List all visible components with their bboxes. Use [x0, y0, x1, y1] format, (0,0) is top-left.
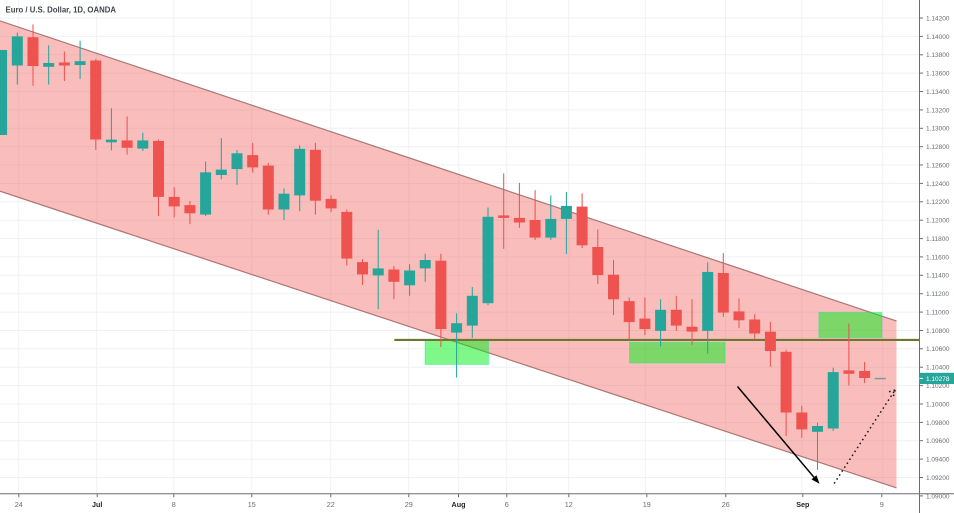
svg-text:1.12400: 1.12400	[926, 181, 950, 188]
svg-text:1.11400: 1.11400	[926, 273, 949, 280]
svg-text:1.12200: 1.12200	[926, 199, 950, 206]
svg-text:1.11800: 1.11800	[926, 236, 949, 243]
svg-text:1.12800: 1.12800	[926, 144, 950, 151]
svg-text:1.10800: 1.10800	[926, 328, 950, 335]
svg-text:Euro / U.S. Dollar, 1D, OANDA: Euro / U.S. Dollar, 1D, OANDA	[6, 6, 117, 15]
svg-text:1.11600: 1.11600	[926, 254, 949, 261]
svg-text:Aug: Aug	[452, 500, 466, 509]
svg-text:29: 29	[405, 500, 413, 509]
svg-text:15: 15	[248, 500, 256, 509]
svg-text:6: 6	[505, 500, 509, 509]
svg-text:1.12000: 1.12000	[926, 218, 950, 225]
svg-text:19: 19	[643, 500, 651, 509]
svg-text:9: 9	[880, 500, 884, 509]
svg-text:1.09600: 1.09600	[926, 438, 950, 445]
svg-text:Sep: Sep	[796, 500, 810, 509]
svg-text:26: 26	[722, 500, 730, 509]
svg-text:1.13600: 1.13600	[926, 71, 950, 78]
svg-text:1.14000: 1.14000	[926, 34, 950, 41]
svg-text:1.10000: 1.10000	[926, 401, 950, 408]
svg-text:1.10600: 1.10600	[926, 346, 950, 353]
svg-text:1.10200: 1.10200	[926, 383, 950, 390]
svg-text:1.13000: 1.13000	[926, 126, 950, 133]
svg-text:1.09400: 1.09400	[926, 457, 950, 464]
svg-text:1.13400: 1.13400	[926, 89, 950, 96]
svg-text:1.13800: 1.13800	[926, 52, 950, 59]
svg-text:1.10278: 1.10278	[926, 376, 950, 383]
svg-text:1.09000: 1.09000	[926, 493, 950, 500]
svg-text:Jul: Jul	[92, 500, 102, 509]
svg-text:22: 22	[327, 500, 335, 509]
svg-text:1.10400: 1.10400	[926, 365, 950, 372]
svg-text:8: 8	[172, 500, 176, 509]
svg-text:1.12600: 1.12600	[926, 162, 950, 169]
svg-text:1.09800: 1.09800	[926, 420, 950, 427]
svg-text:1.13200: 1.13200	[926, 107, 950, 114]
svg-text:12: 12	[565, 500, 573, 509]
svg-text:24: 24	[15, 500, 23, 509]
svg-text:1.11200: 1.11200	[926, 291, 949, 298]
svg-text:1.09200: 1.09200	[926, 475, 950, 482]
svg-text:1.14200: 1.14200	[926, 15, 950, 22]
svg-text:1.11000: 1.11000	[926, 310, 949, 317]
